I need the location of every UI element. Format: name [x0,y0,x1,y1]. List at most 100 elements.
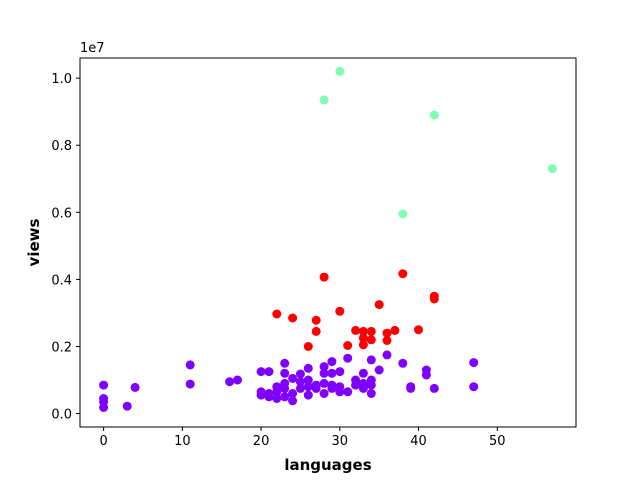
scatter-point [233,375,242,385]
scatter-point [288,313,298,323]
scatter-point [390,325,400,335]
scatter-point [469,358,479,368]
scatter-point [547,164,557,174]
scatter-point [327,357,337,367]
scatter-point [429,383,439,393]
scatter-point [327,383,337,393]
scatter-point [311,383,321,393]
scatter-point [366,380,376,390]
scatter-point [398,358,408,368]
scatter-point [185,360,195,370]
scatter-point [130,382,140,392]
x-tick-label: 0 [99,434,107,449]
scatter-point [374,365,384,375]
x-axis-label: languages [284,456,371,474]
scatter-point [295,369,305,379]
scatter-point [358,383,368,393]
scatter-point [351,325,361,335]
y-axis-offset-label: 1e7 [80,41,105,56]
scatter-point [366,355,376,365]
scatter-point [358,326,368,336]
scatter-point [366,326,376,336]
x-tick-label: 50 [489,434,506,449]
scatter-point [319,95,329,105]
scatter-point [256,390,266,400]
scatter-point [358,340,368,350]
scatter-point [272,394,282,403]
y-tick-label: 0.8 [51,139,72,154]
scatter-point [303,363,313,373]
scatter-point [264,367,274,377]
scatter-point [358,333,368,343]
scatter-point [264,392,274,402]
scatter-point [225,377,235,387]
scatter-point [343,341,353,350]
scatter-point [295,377,305,387]
scatter-point [335,66,345,76]
y-tick-label: 1.0 [51,72,72,87]
scatter-point [185,379,195,389]
scatter-point [303,342,313,351]
scatter-point [406,383,416,393]
scatter-point [280,358,290,368]
scatter-point [335,387,345,397]
scatter-point [366,389,376,398]
scatter-point [319,362,329,372]
scatter-point [272,387,282,397]
scatter-point [99,403,109,412]
scatter-point [303,382,313,392]
scatter-point [382,350,392,360]
scatter-point [311,315,321,325]
scatter-point [280,392,290,402]
scatter-point [288,373,298,383]
scatter-point [288,389,298,398]
scatter-point [256,367,266,377]
scatter-point [319,272,329,282]
scatter-point [311,326,321,336]
scatter-point [335,306,345,316]
y-tick-label: 0.0 [51,408,72,423]
scatter-point [319,389,329,398]
x-tick-label: 20 [253,434,270,449]
x-tick-label: 10 [174,434,191,449]
y-tick-label: 0.4 [51,273,72,288]
scatter-point [272,309,282,319]
scatter-point [358,368,368,378]
scatter-point [351,380,361,390]
y-axis-label: views [25,218,43,266]
scatter-point [421,370,431,380]
scatter-point [122,401,132,411]
scatter-point [319,368,329,378]
scatter-point [303,390,313,400]
scatter-point [366,335,376,345]
plot-frame [79,57,577,428]
scatter-point [398,209,408,219]
scatter-point [280,383,290,393]
scatter-point [99,380,109,390]
y-tick-label: 0.6 [51,206,72,221]
scatter-point [374,300,384,310]
scatter-point [327,368,337,378]
scatter-point [382,336,392,345]
scatter-point [429,294,439,304]
y-tick-label: 0.2 [51,340,72,355]
scatter-point [414,325,423,335]
y-axis-ticks: 0.0 0.2 0.4 0.6 0.8 1.0 [51,72,80,423]
scatter-point [295,383,305,393]
scatter-point [343,387,353,397]
x-tick-label: 40 [410,434,427,449]
scatter-point [382,328,392,338]
scatter-point [288,396,298,406]
scatter-point [429,110,439,120]
data-points [99,66,557,412]
scatter-point [280,368,290,378]
scatter-point [319,378,329,388]
scatter-point [303,375,313,385]
scatter-point [469,382,479,392]
x-tick-label: 30 [332,434,349,449]
scatter-point [398,269,408,279]
x-axis-ticks: 0 10 20 30 40 50 [99,427,506,449]
scatter-point [343,353,353,363]
scatter-point [335,367,345,377]
